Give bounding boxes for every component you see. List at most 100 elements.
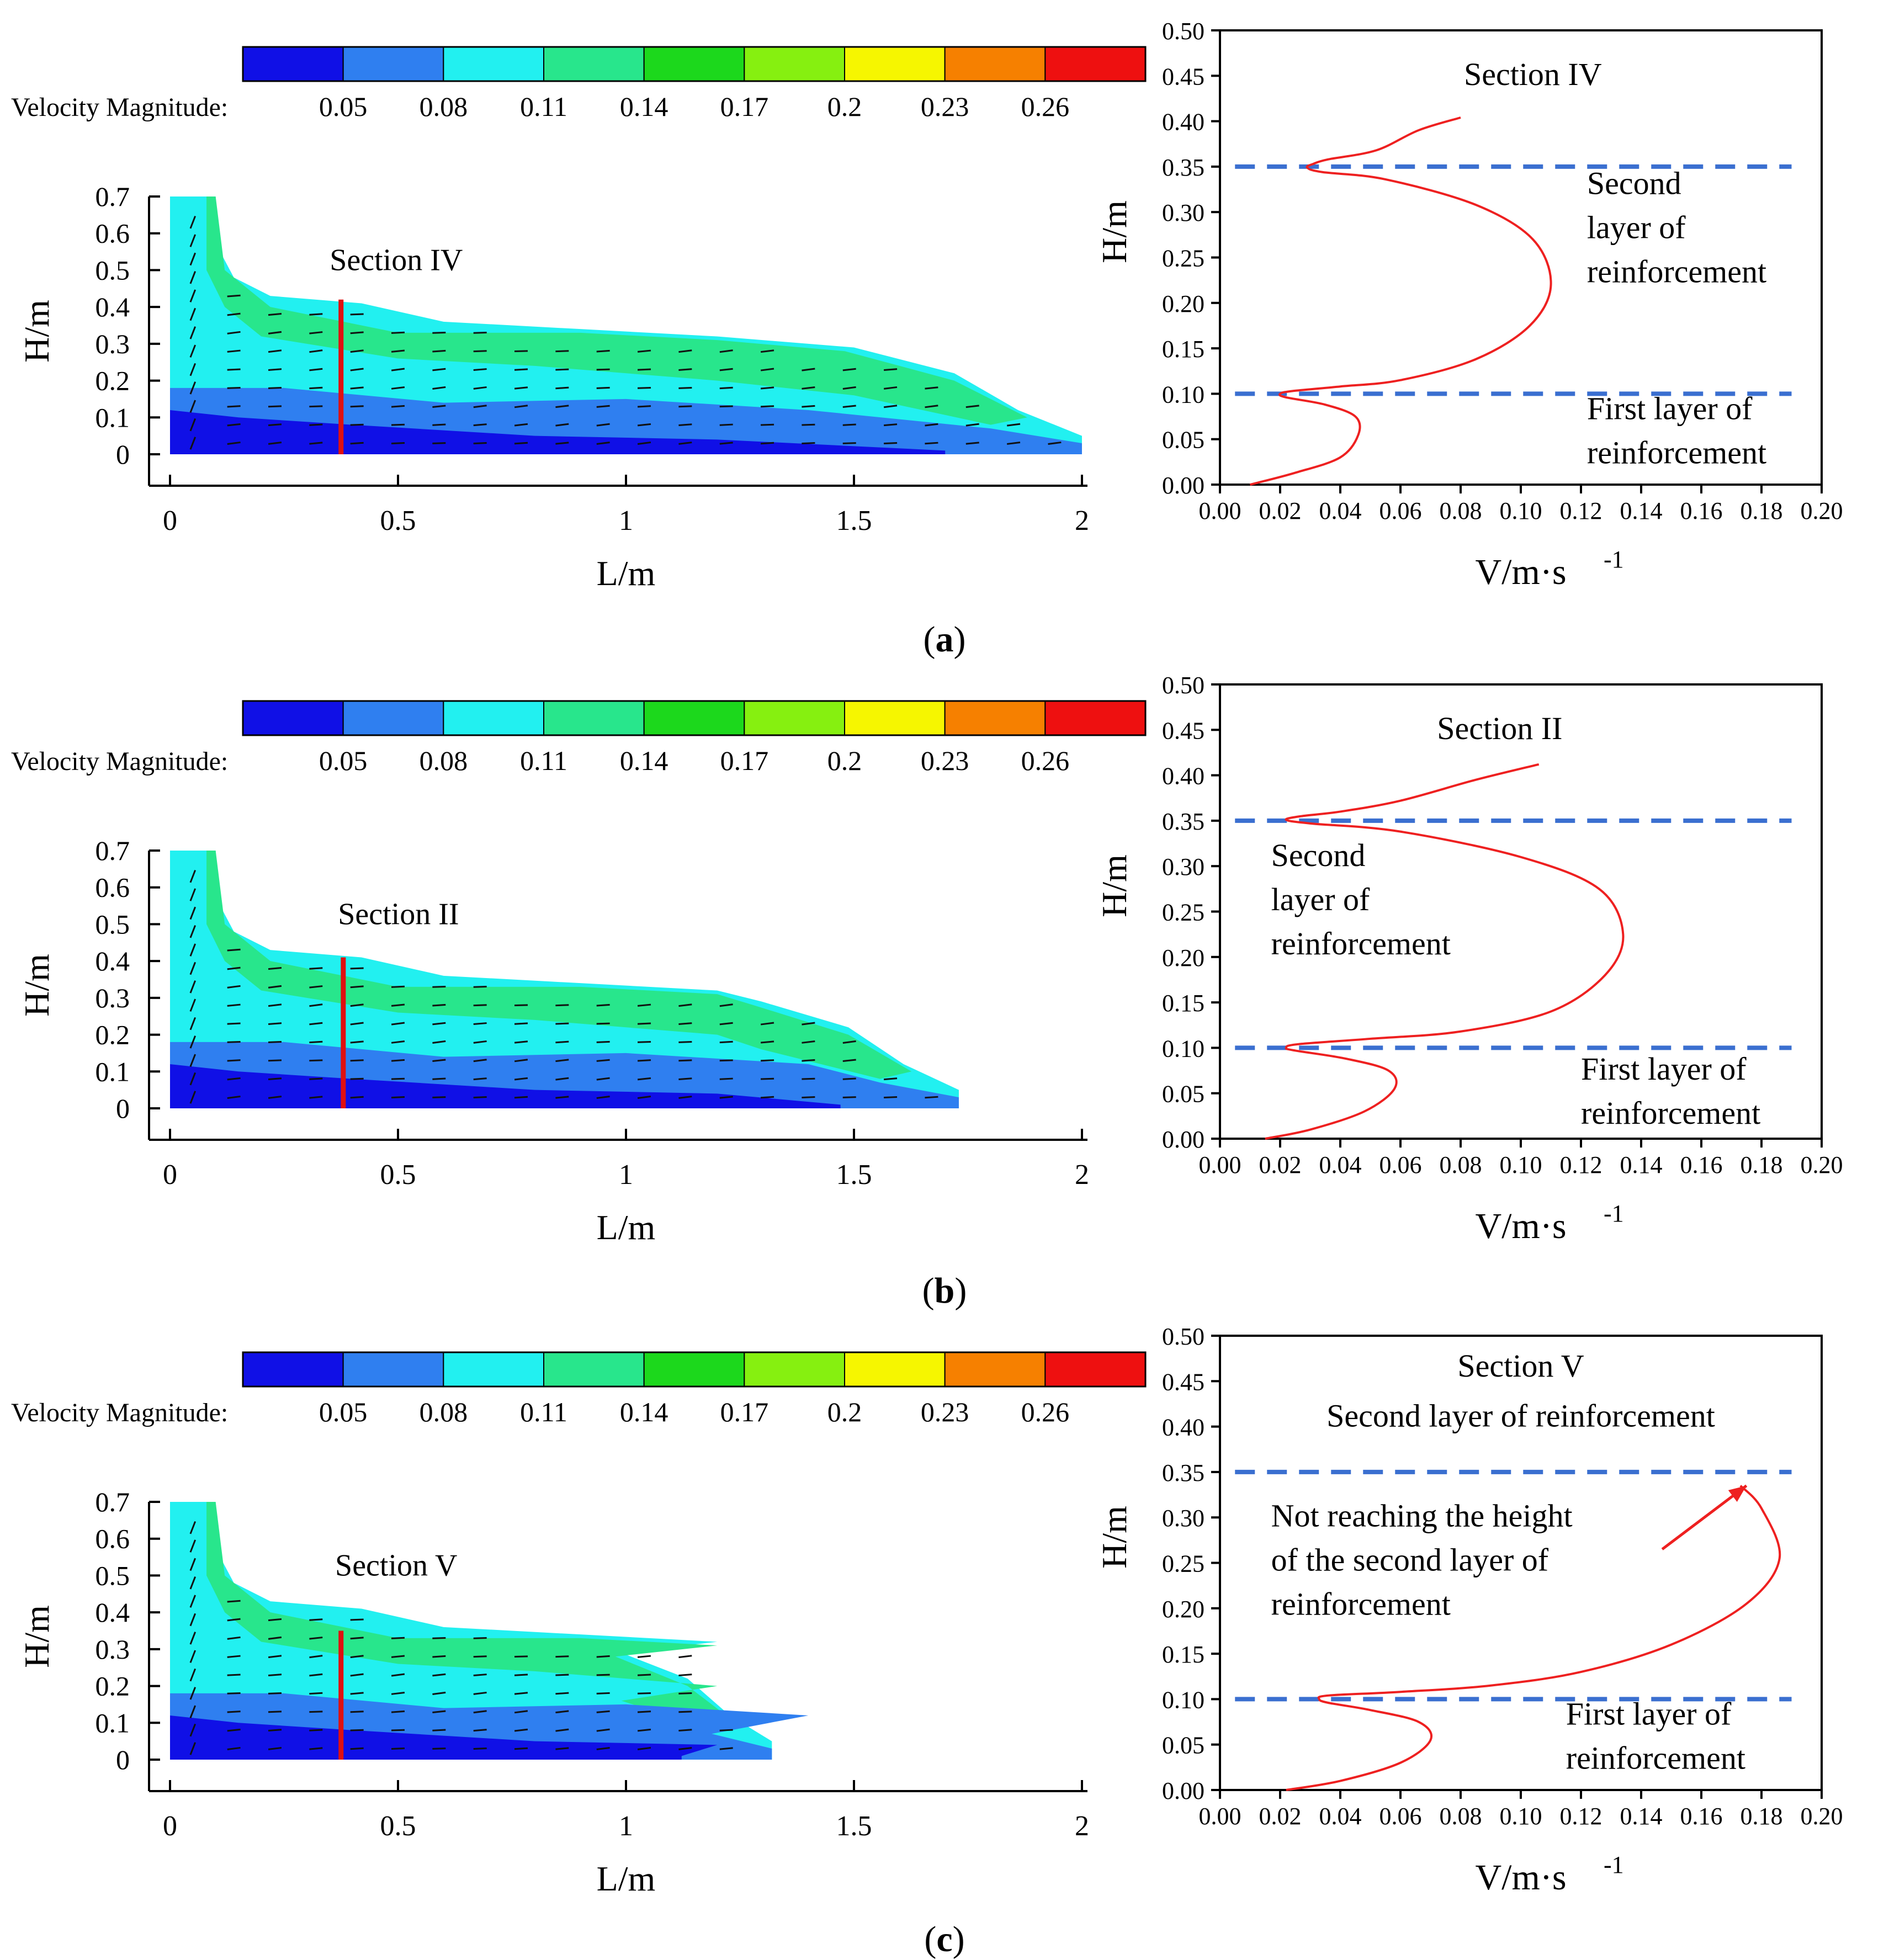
y-tick-label: 0.2 — [95, 1019, 130, 1050]
velocity-vector — [189, 869, 197, 883]
panel-c: Velocity Magnitude: 0.05 0.08 0.11 0.14 0.17 0… — [11, 1323, 1843, 1959]
colorbar-tick-label: 0.2 — [827, 1396, 862, 1427]
velocity-vector — [514, 386, 528, 390]
velocity-vector — [268, 1077, 282, 1081]
velocity-vector — [227, 1059, 241, 1062]
velocity-vector — [227, 966, 241, 970]
profile-y-tick-label: 0.35 — [1162, 1459, 1204, 1486]
x-tick-label: 2 — [1075, 1810, 1089, 1842]
profile-y-tick-label: 0.25 — [1162, 245, 1204, 272]
velocity-vector — [189, 418, 197, 432]
panel-a: Velocity Magnitude: 0.05 0.08 0.11 0.14 0.17 0… — [11, 18, 1843, 660]
velocity-vector — [350, 368, 364, 371]
y-tick-label: 0 — [116, 1744, 130, 1775]
profile-annotation: First layer of — [1566, 1696, 1732, 1731]
profile-x-axis-label: V/m·s — [1476, 552, 1567, 592]
colorbar-frame — [242, 1351, 1147, 1388]
velocity-vector — [842, 1059, 856, 1062]
velocity-vector — [432, 1710, 446, 1713]
y-tick-label: 0.3 — [95, 1634, 130, 1665]
colorbar-segment — [242, 1352, 344, 1387]
velocity-vector — [350, 1040, 364, 1044]
velocity-vector — [268, 1059, 282, 1062]
velocity-vector — [555, 1747, 569, 1750]
velocity-vector — [678, 1077, 692, 1081]
profile-y-axis-label: H/m — [1095, 1506, 1134, 1569]
profile-title: Section IV — [1464, 56, 1602, 92]
velocity-vector — [842, 442, 856, 444]
velocity-vector — [268, 312, 282, 316]
panel-caption: (a) — [924, 619, 966, 660]
velocity-vector — [227, 1041, 241, 1043]
velocity-vector — [189, 980, 197, 994]
velocity-vector — [761, 423, 774, 426]
velocity-vector — [596, 349, 610, 353]
colorbar-segment — [342, 700, 444, 736]
flow-region-green — [206, 1502, 736, 1730]
velocity-vector — [432, 1096, 446, 1098]
profile-y-tick-label: 0.30 — [1162, 199, 1204, 226]
velocity-vector — [761, 1059, 774, 1062]
profile-y-tick-label: 0.40 — [1162, 763, 1204, 790]
velocity-vector — [227, 1728, 241, 1732]
profile-x-tick-label: 0.06 — [1379, 497, 1422, 524]
velocity-vector — [760, 386, 774, 390]
y-tick-label: 0.5 — [95, 909, 130, 939]
velocity-vector — [189, 381, 197, 395]
profile-y-tick-label: 0.25 — [1162, 1550, 1204, 1577]
velocity-vector — [189, 1668, 197, 1682]
colorbar-tick-label: 0.17 — [720, 91, 769, 122]
velocity-vector — [965, 442, 979, 445]
velocity-vector — [514, 1004, 528, 1007]
velocity-vector — [432, 1691, 446, 1695]
velocity-vector — [842, 1040, 856, 1044]
y-axis-label: H/m — [17, 300, 56, 363]
velocity-vector — [350, 1059, 364, 1062]
colorbar-segment — [744, 700, 846, 736]
velocity-profile-plot: 0.00 0.05 0.10 0.15 0.20 0.25 0.30 0.35 0.40 0.45… — [1095, 18, 1843, 592]
velocity-vector — [555, 442, 569, 445]
profile-x-tick-label: 0.10 — [1500, 1151, 1542, 1178]
colorbar-title: Velocity Magnitude: — [11, 93, 228, 122]
velocity-vector — [596, 442, 610, 445]
profile-x-tick-label: 0.00 — [1199, 497, 1241, 524]
velocity-vector — [268, 1636, 282, 1640]
velocity-vector — [227, 1022, 241, 1025]
velocity-vector — [268, 1747, 282, 1750]
profile-y-tick-label: 0.40 — [1162, 1414, 1204, 1441]
velocity-vector — [227, 423, 241, 427]
y-tick-label: 0.1 — [95, 1056, 130, 1087]
velocity-vector — [678, 1655, 692, 1659]
x-tick-label: 1.5 — [836, 1810, 872, 1842]
velocity-vector — [189, 906, 197, 920]
velocity-vector — [555, 423, 569, 427]
velocity-vector — [350, 349, 364, 353]
profile-y-axis-label: H/m — [1095, 854, 1134, 917]
velocity-vector — [227, 985, 241, 989]
velocity-vector — [227, 1618, 241, 1622]
velocity-vector — [514, 405, 528, 408]
velocity-vector — [391, 1040, 405, 1044]
velocity-vector — [883, 368, 898, 371]
flow-region-slowest — [170, 1715, 718, 1760]
x-tick-label: 1 — [619, 505, 633, 537]
velocity-vector — [227, 349, 241, 353]
profile-x-tick-label: 0.18 — [1741, 1803, 1783, 1830]
velocity-vector — [227, 387, 241, 389]
profile-annotation: reinforcement — [1587, 434, 1766, 470]
velocity-vector — [350, 985, 364, 989]
profile-title-line2: Second layer of reinforcement — [1326, 1398, 1715, 1434]
velocity-vector — [925, 423, 938, 427]
colorbar-tick-label: 0.14 — [620, 745, 668, 776]
y-tick-label: 0.7 — [95, 835, 130, 866]
velocity-vector — [802, 1059, 815, 1062]
velocity-vector — [719, 1059, 733, 1062]
profile-annotation: layer of — [1587, 209, 1686, 245]
velocity-vector — [432, 1059, 446, 1062]
velocity-vector — [760, 442, 774, 445]
colorbar-tick-label: 0.2 — [827, 91, 862, 122]
profile-annotation: First layer of — [1581, 1051, 1747, 1087]
velocity-vector — [596, 405, 610, 408]
velocity-vector — [350, 1096, 364, 1099]
profile-y-axis-label: H/m — [1095, 200, 1134, 263]
